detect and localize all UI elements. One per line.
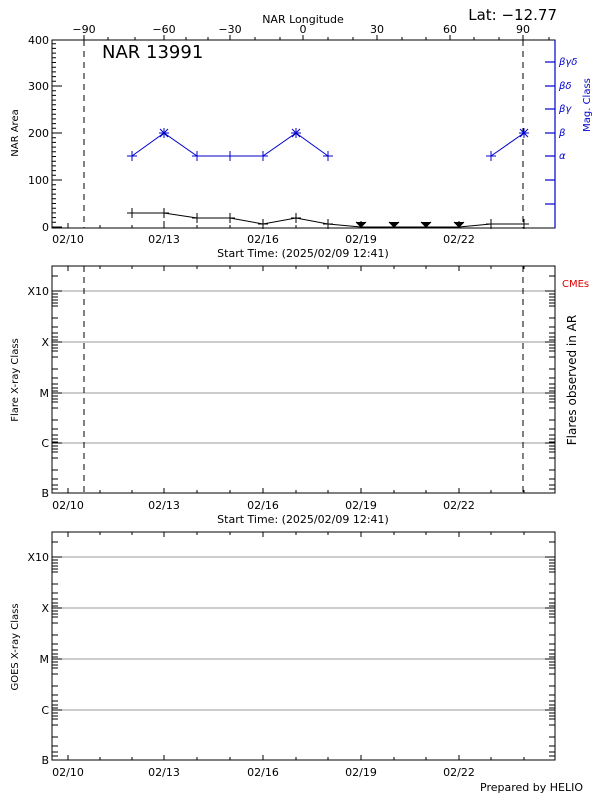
lon-tick-label: −30 bbox=[218, 23, 241, 36]
date-tick-label: 02/10 bbox=[52, 499, 84, 512]
y-tick-label: 100 bbox=[28, 174, 49, 187]
mag-class-markers bbox=[127, 128, 529, 161]
mag-tick-label: α bbox=[559, 151, 566, 162]
mag-tick-label: βγ bbox=[558, 104, 572, 115]
date-tick-label: 02/19 bbox=[345, 233, 377, 246]
panel3-grid bbox=[52, 556, 555, 711]
time-axis-label-panel1: Start Time: (2025/02/09 12:41) bbox=[217, 247, 389, 260]
area-y-tick-labels: 0 100 200 300 400 bbox=[28, 34, 49, 234]
y-tick-label: M bbox=[40, 387, 50, 400]
longitude-ticks bbox=[83, 35, 550, 40]
date-tick-label: 02/16 bbox=[247, 233, 279, 246]
panel2-top-ticks bbox=[67, 266, 525, 493]
y-tick-label: B bbox=[41, 754, 49, 767]
date-tick-label: 02/13 bbox=[148, 499, 180, 512]
mag-class-axis-label: Mag. Class bbox=[582, 78, 593, 132]
y-tick-label: X10 bbox=[27, 551, 49, 564]
longitude-tick-labels: −90 −60 −30 0 30 60 90 bbox=[72, 23, 530, 36]
prepared-by-credit: Prepared by HELIO bbox=[480, 781, 583, 794]
lon-tick-label: −90 bbox=[72, 23, 95, 36]
cme-label: CMEs bbox=[562, 279, 589, 290]
mag-tick-label: β bbox=[558, 128, 566, 139]
date-tick-label: 02/16 bbox=[247, 766, 279, 779]
lon-tick-label: 60 bbox=[443, 23, 457, 36]
mag-tick-label: βδ bbox=[558, 81, 572, 92]
mag-tick-label: βγδ bbox=[558, 57, 577, 68]
panel-nar-area: −90 −60 −30 0 30 60 90 0 100 200 300 400… bbox=[10, 23, 593, 260]
panel3-frame bbox=[51, 531, 556, 761]
area-axis-label: NAR Area bbox=[10, 109, 21, 156]
panel3-y-tick-labels: B C M X X10 bbox=[27, 551, 49, 767]
date-tick-label: 02/22 bbox=[443, 233, 475, 246]
flares-observed-axis-label: Flares observed in AR bbox=[565, 315, 579, 445]
date-tick-label: 02/22 bbox=[443, 766, 475, 779]
panel-flares: B C M X X10 Flare X-ray Class Flares obs… bbox=[10, 265, 589, 526]
y-tick-label: B bbox=[41, 487, 49, 500]
goes-class-axis-label: GOES X-ray Class bbox=[10, 603, 21, 690]
time-axis-label-panel2: Start Time: (2025/02/09 12:41) bbox=[217, 513, 389, 526]
y-tick-label: X10 bbox=[27, 285, 49, 298]
y-tick-label: X bbox=[41, 336, 49, 349]
region-title: NAR 13991 bbox=[102, 42, 203, 63]
panel2-y-tick-labels: B C M X X10 bbox=[27, 285, 49, 500]
date-tick-label: 02/16 bbox=[247, 499, 279, 512]
top-axis-title: NAR Longitude bbox=[262, 13, 344, 26]
lon-tick-label: 30 bbox=[370, 23, 384, 36]
mag-class-ticks bbox=[545, 61, 555, 205]
mag-class-tick-labels: α β βγ βδ βγδ bbox=[558, 57, 577, 162]
y-tick-label: C bbox=[41, 704, 49, 717]
area-y-ticks bbox=[52, 39, 62, 228]
date-tick-label: 02/13 bbox=[148, 233, 180, 246]
date-labels-panel2: 02/10 02/13 02/16 02/19 02/22 bbox=[52, 499, 475, 512]
y-tick-label: X bbox=[41, 602, 49, 615]
lon-tick-label: −60 bbox=[152, 23, 175, 36]
date-tick-label: 02/22 bbox=[443, 499, 475, 512]
flare-class-axis-label: Flare X-ray Class bbox=[10, 338, 21, 422]
y-tick-label: 0 bbox=[42, 221, 49, 234]
panel1-frame bbox=[51, 39, 556, 229]
latitude-label: Lat: −12.77 bbox=[468, 6, 557, 24]
panel2-grid bbox=[52, 290, 555, 444]
y-tick-label: C bbox=[41, 437, 49, 450]
area-series-markers bbox=[127, 208, 529, 229]
lon-tick-label: 0 bbox=[300, 23, 307, 36]
panel2-left-ticks bbox=[52, 275, 555, 490]
date-tick-label: 02/19 bbox=[345, 499, 377, 512]
date-tick-label: 02/10 bbox=[52, 233, 84, 246]
y-tick-label: 400 bbox=[28, 34, 49, 47]
panel-goes-xray: B C M X X10 GOES X-ray Class 02/10 02/13… bbox=[10, 531, 556, 779]
y-tick-label: 300 bbox=[28, 80, 49, 93]
date-tick-label: 02/10 bbox=[52, 766, 84, 779]
lon-tick-label: 90 bbox=[516, 23, 530, 36]
date-labels-panel3: 02/10 02/13 02/16 02/19 02/22 bbox=[52, 766, 475, 779]
date-labels-panel1: 02/10 02/13 02/16 02/19 02/22 bbox=[52, 233, 475, 246]
panel3-ticks bbox=[52, 532, 555, 760]
date-tick-label: 02/13 bbox=[148, 766, 180, 779]
y-tick-label: M bbox=[40, 653, 50, 666]
y-tick-label: 200 bbox=[28, 127, 49, 140]
panel2-frame bbox=[51, 265, 556, 494]
mag-class-series-line-2 bbox=[490, 132, 525, 157]
date-tick-label: 02/19 bbox=[345, 766, 377, 779]
